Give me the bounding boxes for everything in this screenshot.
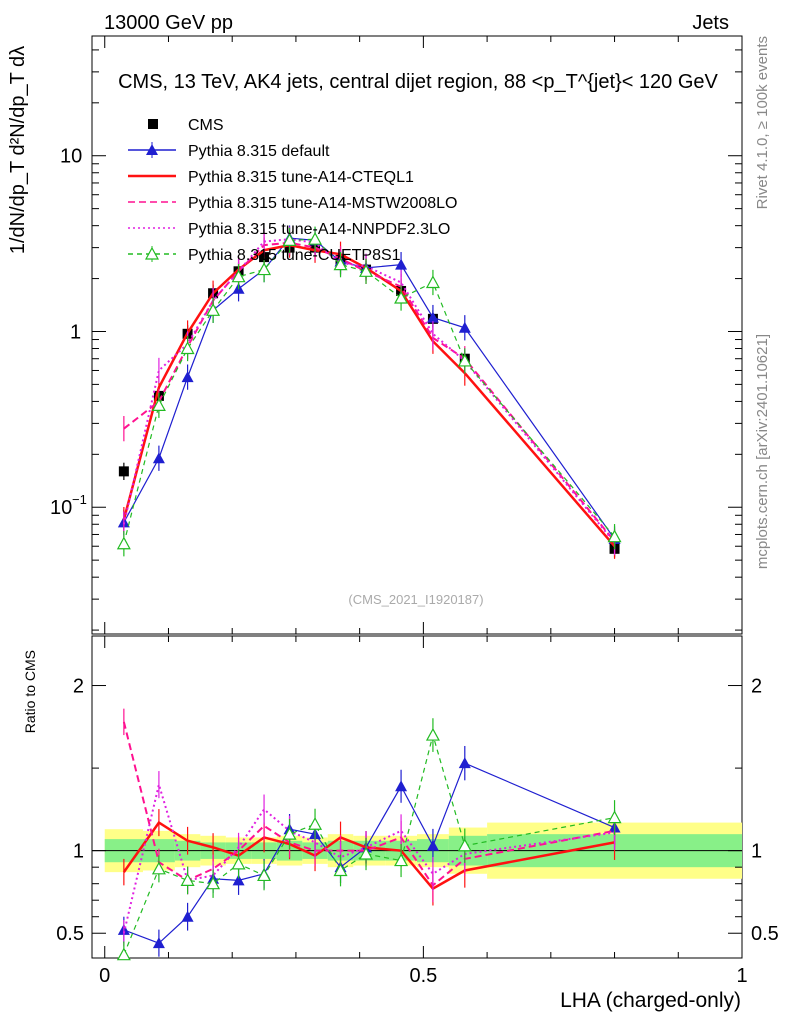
main-data-point — [457, 353, 472, 367]
legend-label: Pythia 8.315 tune-CUETP8S1 — [188, 247, 401, 264]
header-jets: Jets — [692, 12, 729, 34]
ratio-series-line — [123, 762, 615, 944]
legend-marker — [148, 119, 158, 129]
main-data-point — [206, 303, 221, 316]
ratio-data-point — [257, 868, 272, 882]
ratio-data-point — [333, 863, 348, 877]
y-axis-label: 1/dN/dp_T d²N/dp_T dλ — [7, 46, 29, 254]
ratio-data-point — [232, 874, 245, 886]
legend-marker — [146, 144, 158, 155]
main-data-point — [151, 398, 166, 411]
header-process: 13000 GeV pp — [104, 12, 233, 34]
ratio-data-point — [457, 838, 472, 852]
ratio-tick-label-right: 0.5 — [751, 923, 779, 945]
ratio-series-group — [116, 708, 622, 961]
ratio-data-point — [359, 846, 374, 860]
ratio-data-point — [152, 937, 165, 949]
main-data-point — [308, 231, 323, 245]
ratio-tick-label: 0.5 — [56, 923, 84, 945]
ratio-data-point — [394, 853, 409, 867]
main-series-line — [122, 243, 616, 548]
main-data-point — [425, 275, 440, 289]
ratio-tick-label: 1 — [73, 841, 84, 863]
ratio-data-point — [426, 839, 439, 851]
main-series-line — [123, 238, 616, 544]
legend-label: Pythia 8.315 tune-A14-NNPDF2.3LO — [188, 221, 450, 238]
y-tick-label: 10 — [50, 497, 72, 519]
ratio-series-line — [122, 820, 615, 891]
main-data-point — [116, 536, 131, 550]
legend-label: Pythia 8.315 tune-A14-CTEQL1 — [188, 169, 414, 186]
main-data-point — [180, 341, 195, 355]
y-tick-label-exponent: −1 — [72, 492, 87, 507]
main-series-line — [123, 237, 616, 540]
main-plot-frame — [91, 35, 743, 635]
x-tick-label: 1 — [736, 965, 747, 987]
legend-marker — [144, 246, 160, 260]
ratio-tick-label: 2 — [73, 676, 84, 698]
main-data-point — [257, 262, 272, 276]
ratio-axis-label: Ratio to CMS — [22, 650, 38, 733]
main-data-point — [282, 233, 297, 246]
chart-title: CMS, 13 TeV, AK4 jets, central dijet reg… — [118, 71, 718, 93]
ratio-tick-label-right: 1 — [751, 841, 762, 863]
x-axis-label: LHA (charged-only) — [560, 989, 741, 1012]
ratio-series-line — [122, 780, 615, 934]
main-series-line — [123, 241, 616, 542]
y-tick-label: 10 — [60, 146, 82, 168]
main-data-point — [118, 466, 129, 477]
main-data-point — [359, 264, 374, 277]
legend-label: CMS — [188, 117, 224, 134]
main-data-point — [426, 311, 439, 323]
x-tick-label: 0 — [99, 965, 110, 987]
ratio-series-line — [122, 721, 615, 887]
x-tick-label: 0.5 — [409, 965, 437, 987]
ratio-data-point — [116, 947, 131, 961]
legend: CMS Pythia 8.315 default Pythia 8.315 tune… — [128, 117, 457, 264]
ratio-data-point — [180, 873, 195, 886]
legend-label: Pythia 8.315 default — [188, 143, 330, 160]
ratio-data-point — [231, 856, 246, 870]
ratio-tick-label-right: 2 — [751, 676, 762, 698]
ratio-data-point — [282, 826, 297, 840]
y-tick-label: 1 — [70, 321, 81, 343]
ratio-data-point — [425, 727, 440, 741]
analysis-watermark: (CMS_2021_I1920187) — [348, 592, 483, 607]
main-data-point — [152, 452, 165, 464]
main-data-point — [395, 258, 408, 270]
ratio-data-point — [607, 810, 622, 824]
ratio-data-point — [206, 876, 221, 890]
ratio-data-point — [308, 816, 323, 830]
legend-label: Pythia 8.315 tune-A14-MSTW2008LO — [188, 195, 457, 212]
main-data-point — [394, 290, 409, 304]
main-data-point — [458, 321, 471, 333]
mcplots-label: mcplots.cern.ch [arXiv:2401.10621] — [754, 334, 771, 569]
main-series-group — [116, 225, 622, 559]
main-data-point — [181, 371, 194, 383]
rivet-version-label: Rivet 4.1.0, ≥ 100k events — [754, 36, 771, 209]
main-series-line — [122, 238, 616, 544]
ratio-data-point — [458, 757, 471, 769]
ratio-data-point — [181, 910, 194, 922]
main-data-point — [231, 269, 246, 283]
main-data-point — [333, 257, 348, 271]
ratio-data-point — [395, 780, 408, 792]
main-data-point — [607, 529, 622, 543]
ratio-data-point — [151, 861, 166, 875]
ratio-plot-frame — [91, 635, 743, 959]
